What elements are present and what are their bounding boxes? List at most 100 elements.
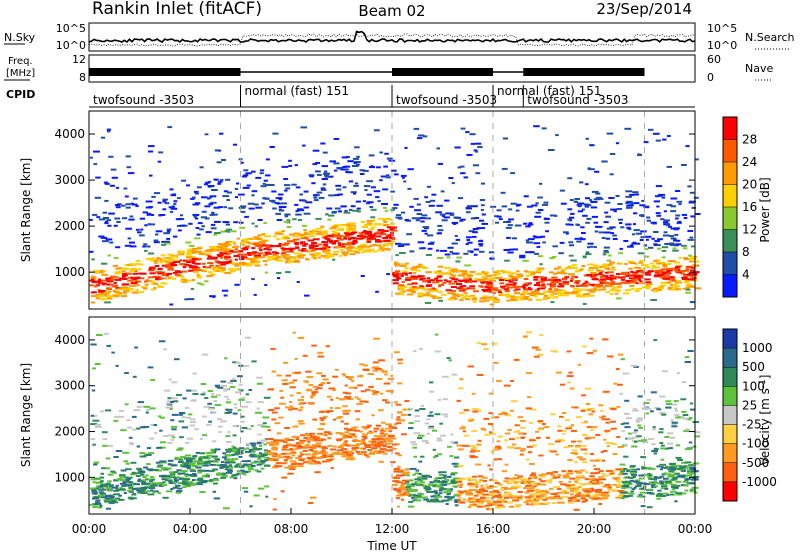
echo-cell — [535, 290, 539, 293]
echo-cell — [328, 387, 336, 390]
echo-cell — [415, 499, 422, 502]
echo-cell — [566, 350, 572, 353]
echo-cell — [122, 489, 127, 492]
echo-cell — [552, 476, 557, 479]
echo-cell — [517, 285, 521, 288]
echo-cell — [170, 488, 174, 490]
echo-cell — [329, 160, 337, 163]
echo-cell — [689, 258, 697, 260]
echo-cell — [398, 293, 405, 296]
echo-cell — [479, 479, 483, 482]
echo-cell — [525, 458, 530, 461]
echo-cell — [159, 441, 166, 444]
echo-cell — [493, 271, 499, 274]
echo-cell — [480, 204, 485, 207]
echo-cell — [277, 277, 281, 280]
echo-cell — [472, 410, 479, 413]
echo-cell — [505, 226, 512, 229]
echo-cell — [560, 202, 567, 205]
echo-cell — [107, 280, 112, 283]
echo-cell — [590, 275, 597, 278]
echo-cell — [497, 435, 504, 438]
echo-cell — [544, 502, 550, 505]
echo-cell — [623, 292, 630, 295]
echo-cell — [634, 193, 639, 196]
echo-cell — [639, 259, 646, 262]
echo-cell — [594, 478, 600, 481]
echo-cell — [427, 483, 434, 486]
echo-cell — [470, 251, 474, 254]
echo-cell — [125, 155, 131, 158]
echo-cell — [454, 504, 459, 507]
echo-cell — [245, 427, 252, 430]
echo-cell — [169, 473, 176, 476]
echo-cell — [346, 171, 353, 174]
echo-cell — [95, 487, 99, 490]
echo-cell — [199, 456, 206, 458]
echo-cell — [300, 434, 306, 437]
echo-cell — [474, 408, 480, 411]
echo-cell — [380, 175, 387, 178]
echo-cell — [102, 240, 109, 243]
echo-cell — [332, 258, 336, 261]
echo-cell — [219, 467, 224, 470]
echo-cell — [636, 468, 641, 471]
echo-cell — [660, 458, 665, 461]
echo-cell — [100, 236, 108, 239]
echo-cell — [682, 247, 688, 250]
echo-cell — [90, 277, 97, 280]
echo-cell — [375, 196, 380, 199]
echo-cell — [311, 392, 316, 395]
echo-cell — [395, 422, 402, 425]
echo-cell — [320, 225, 325, 228]
echo-cell — [648, 246, 654, 249]
echo-cell — [496, 501, 502, 504]
echo-cell — [250, 260, 256, 263]
echo-cell — [534, 489, 541, 492]
echo-cell — [282, 235, 289, 238]
echo-cell — [659, 475, 665, 478]
echo-cell — [261, 425, 266, 428]
echo-cell — [627, 437, 634, 440]
echo-cell — [189, 462, 196, 465]
echo-cell — [626, 417, 632, 420]
echo-cell — [118, 287, 123, 290]
echo-cell — [214, 260, 219, 263]
echo-cell — [332, 375, 339, 378]
echo-cell — [299, 336, 304, 339]
echo-cell — [445, 503, 449, 505]
echo-cell — [287, 466, 294, 469]
echo-cell — [685, 145, 690, 148]
echo-cell — [137, 491, 143, 494]
echo-cell — [297, 446, 304, 449]
echo-cell — [283, 206, 287, 208]
echo-cell — [232, 453, 239, 456]
echo-cell — [432, 448, 437, 451]
echo-cell — [690, 408, 696, 411]
echo-cell — [465, 131, 470, 134]
echo-cell — [477, 439, 482, 442]
frequency-panel: Freq. [MHz] 12 8 60 0 Nave — [4, 53, 773, 84]
echo-cell — [91, 489, 97, 492]
echo-cell — [145, 453, 152, 456]
echo-cell — [335, 184, 342, 187]
echo-cell — [524, 496, 531, 499]
echo-cell — [169, 408, 173, 410]
echo-cell — [192, 372, 197, 375]
echo-cell — [349, 253, 356, 256]
echo-cell — [559, 189, 566, 192]
echo-cell — [404, 486, 411, 489]
echo-cell — [230, 379, 237, 382]
echo-cell — [539, 495, 545, 498]
echo-cell — [91, 491, 98, 494]
echo-cell — [640, 505, 646, 508]
echo-cell — [201, 480, 208, 483]
echo-cell — [380, 421, 386, 424]
echo-cell — [504, 477, 510, 480]
echo-cell — [150, 288, 156, 291]
echo-cell — [478, 240, 484, 243]
echo-cell — [450, 212, 455, 215]
echo-cell — [271, 446, 277, 449]
echo-cell — [149, 259, 155, 262]
